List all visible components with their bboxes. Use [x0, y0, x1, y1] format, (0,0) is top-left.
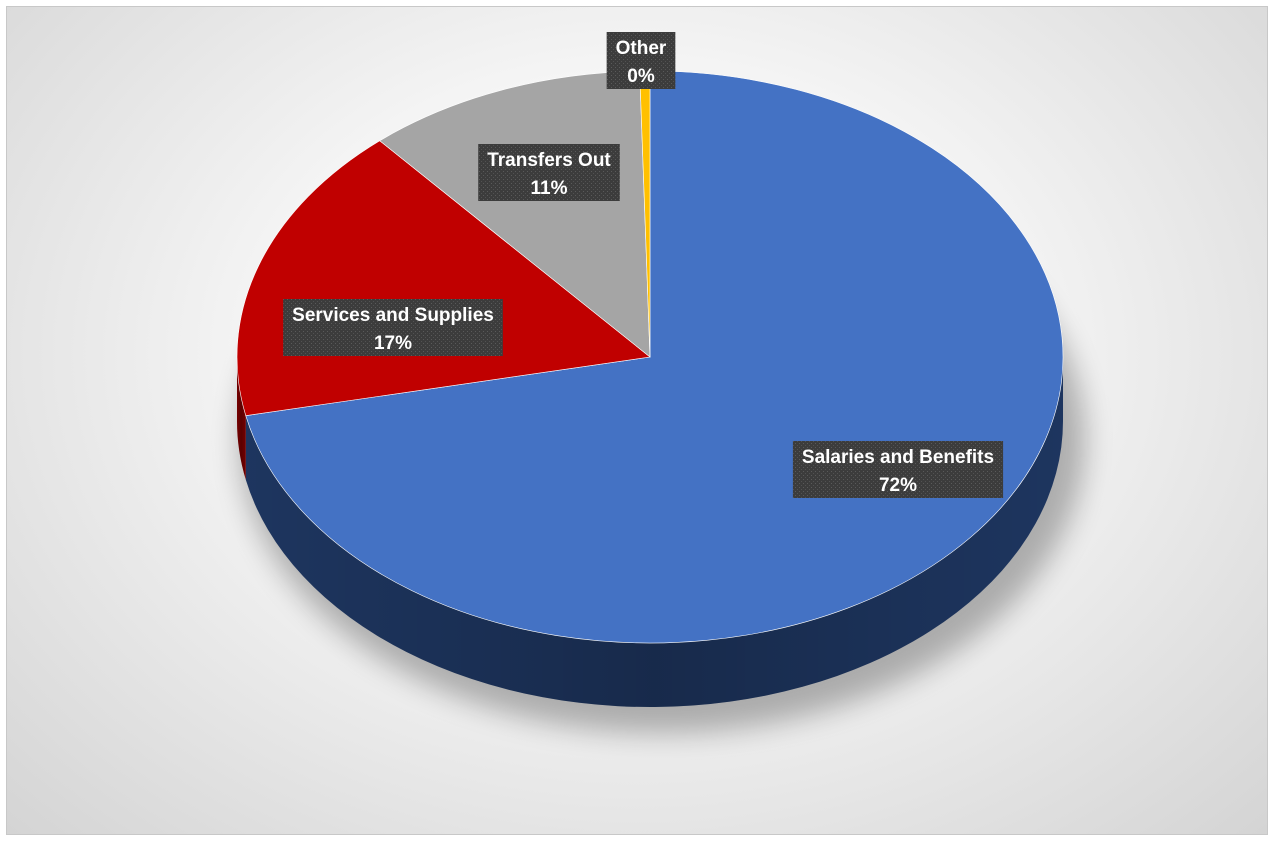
- data-label-category: Services and Supplies: [292, 305, 494, 326]
- pie-slice-side-shade: [245, 357, 1063, 708]
- data-label-category: Other: [616, 38, 667, 59]
- data-label-transfers-out: Transfers Out 11%: [478, 144, 620, 201]
- data-label-salaries-and-benefits: Salaries and Benefits 72%: [792, 441, 1004, 498]
- data-label-category: Salaries and Benefits: [802, 447, 994, 468]
- data-label-services-and-supplies: Services and Supplies 17%: [283, 299, 503, 356]
- data-label-percent: 0%: [627, 66, 655, 87]
- data-label-background: [283, 299, 503, 356]
- data-label-percent: 72%: [879, 475, 917, 496]
- data-label-background: [606, 32, 676, 89]
- data-label-category: Transfers Out: [487, 150, 611, 171]
- data-label-other: Other 0%: [606, 32, 676, 89]
- pie-slice-salaries-and-benefits: [245, 70, 1064, 644]
- pie-chart: Salaries and Benefits 72% Services and Sup…: [236, 32, 1085, 733]
- data-label-background: [478, 144, 620, 201]
- data-label-background: [792, 441, 1004, 498]
- data-label-percent: 17%: [374, 333, 412, 354]
- data-label-percent: 11%: [531, 178, 568, 199]
- chart-area: Salaries and Benefits 72% Services and Sup…: [6, 6, 1268, 835]
